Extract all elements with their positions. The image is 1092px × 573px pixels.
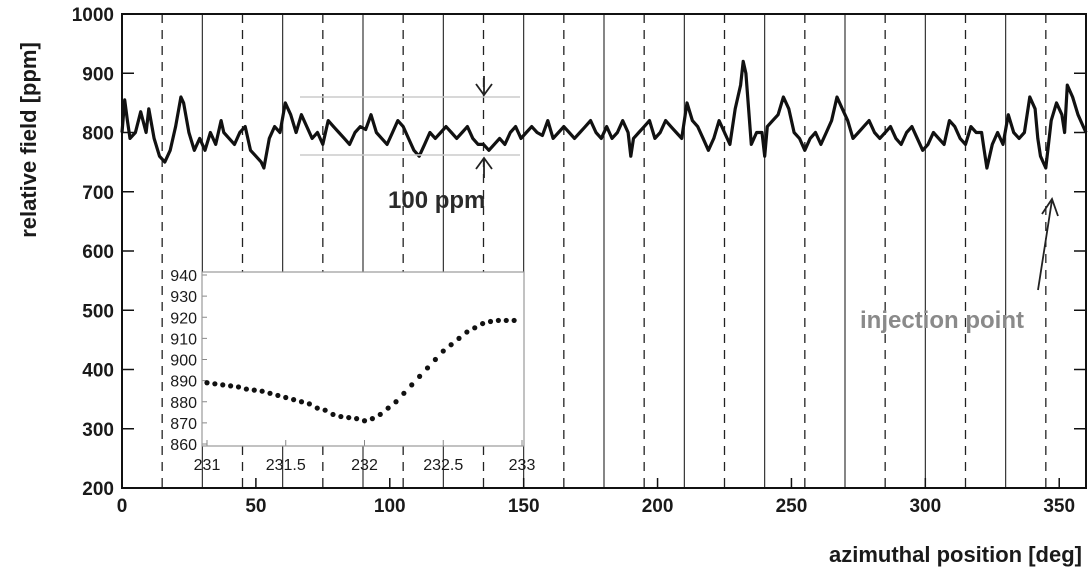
x-tick-label: 350 bbox=[1043, 496, 1075, 517]
inset-x-tick-label: 232 bbox=[351, 457, 378, 474]
inset-data-point bbox=[385, 405, 391, 411]
inset-data-point bbox=[291, 397, 297, 403]
inset-data-point bbox=[511, 317, 517, 324]
inset-y-tick-label: 880 bbox=[170, 395, 197, 412]
inset-data-point bbox=[393, 399, 399, 405]
inset-data-point bbox=[330, 411, 336, 418]
inset-data-point bbox=[480, 320, 486, 327]
inset-data-point bbox=[409, 382, 415, 388]
inset-data-point bbox=[456, 335, 462, 341]
inset-data-point bbox=[464, 329, 470, 335]
inset-tick-labels: 860 870 880 890 900 910 920 930 940 231 231.5 232 23… bbox=[170, 268, 535, 474]
inset-y-tick-label: 940 bbox=[170, 268, 197, 285]
inset-data-point bbox=[251, 387, 257, 393]
y-tick-label: 800 bbox=[82, 124, 114, 145]
inset-x-tick-label: 231 bbox=[194, 457, 221, 474]
inset-data-point bbox=[401, 390, 407, 396]
inset-data-point bbox=[448, 342, 454, 348]
inset-data-point bbox=[212, 381, 218, 387]
up-arrow-head bbox=[475, 156, 493, 170]
inset-data-point bbox=[377, 411, 383, 418]
inset-data-point bbox=[369, 416, 375, 422]
main-tick-labels: 200 300 400 500 600 700 800 900 1000 0 50 100 150 200… bbox=[72, 5, 1075, 517]
injection-arrow-head bbox=[1041, 197, 1059, 217]
x-tick-label: 250 bbox=[776, 496, 808, 517]
inset-data-point bbox=[440, 348, 446, 354]
inset-y-tick-label: 870 bbox=[170, 416, 197, 433]
inset-data-point bbox=[361, 418, 368, 424]
inset-data-point bbox=[220, 382, 226, 388]
inset-y-tick-label: 910 bbox=[170, 331, 197, 348]
inset-y-tick-label: 930 bbox=[170, 289, 197, 306]
x-tick-label: 50 bbox=[245, 496, 266, 517]
inset-data-point bbox=[346, 414, 352, 421]
x-tick-label: 300 bbox=[909, 496, 941, 517]
inset-data-point bbox=[259, 388, 265, 394]
inset-y-tick-label: 920 bbox=[170, 310, 197, 327]
inset-data-point bbox=[283, 394, 289, 401]
inset-data-point bbox=[322, 407, 328, 413]
annotation-injection-point: injection point bbox=[860, 307, 1024, 334]
y-tick-label: 300 bbox=[82, 420, 114, 441]
main-traces bbox=[120, 59, 1088, 170]
inset-frame bbox=[201, 271, 525, 447]
inset-y-tick-label: 900 bbox=[170, 353, 197, 370]
y-tick-label: 1000 bbox=[72, 5, 114, 26]
inset-data-point bbox=[417, 373, 423, 379]
inset-data-point bbox=[306, 401, 312, 407]
inset-data-point bbox=[204, 380, 210, 386]
inset-x-tick-label: 231.5 bbox=[266, 457, 306, 474]
inset-data-point bbox=[424, 365, 431, 371]
inset-data-point bbox=[275, 392, 281, 399]
inset-background bbox=[202, 272, 524, 446]
injection-arrow-shaft bbox=[1037, 199, 1053, 291]
inset-chart: 860 870 880 890 900 910 920 930 940 231 231.5 232 23… bbox=[170, 268, 535, 474]
inset-data-point bbox=[314, 405, 320, 411]
main-grid bbox=[161, 14, 1047, 488]
annotations: 100 ppm injection point bbox=[300, 76, 1059, 334]
inset-data-point bbox=[267, 390, 273, 396]
y-tick-label: 600 bbox=[82, 242, 114, 263]
inset-data-point bbox=[472, 325, 478, 331]
inset-data-point bbox=[432, 356, 438, 363]
inset-data-point bbox=[228, 383, 234, 389]
inset-data-point bbox=[235, 384, 242, 390]
x-axis-title: azimuthal position [deg] bbox=[829, 542, 1082, 567]
y-tick-label: 400 bbox=[82, 361, 114, 382]
x-tick-label: 200 bbox=[642, 496, 674, 517]
y-tick-label: 200 bbox=[82, 479, 114, 500]
inset-data-point bbox=[354, 416, 360, 422]
inset-y-tick-label: 890 bbox=[170, 374, 197, 391]
y-tick-label: 500 bbox=[82, 301, 114, 322]
y-tick-label: 900 bbox=[82, 64, 114, 85]
inset-data-point bbox=[338, 413, 344, 420]
y-tick-label: 700 bbox=[82, 183, 114, 204]
x-tick-label: 150 bbox=[508, 496, 540, 517]
series-line bbox=[120, 59, 1088, 170]
annotation-100ppm: 100 ppm bbox=[388, 187, 485, 214]
down-arrow-head bbox=[475, 83, 493, 97]
inset-data-point bbox=[298, 399, 305, 405]
inset-x-tick-label: 232.5 bbox=[423, 457, 463, 474]
inset-data-point bbox=[495, 317, 501, 324]
inset-points bbox=[204, 317, 517, 424]
x-tick-label: 100 bbox=[374, 496, 406, 517]
inset-data-point bbox=[503, 317, 509, 324]
inset-x-tick-label: 233 bbox=[509, 457, 536, 474]
inset-data-point bbox=[243, 386, 249, 392]
main-frame bbox=[121, 13, 1087, 489]
inset-y-tick-label: 860 bbox=[170, 437, 197, 454]
x-tick-label: 0 bbox=[117, 496, 128, 517]
inset-data-point bbox=[487, 318, 494, 325]
inset-grid bbox=[202, 274, 523, 446]
y-axis-title: relative field [ppm] bbox=[16, 42, 41, 238]
